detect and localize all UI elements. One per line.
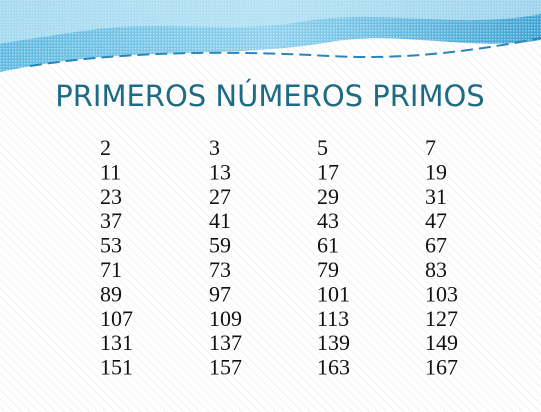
background [0, 0, 541, 412]
table-cell: 23 [100, 184, 122, 209]
table-cell: 73 [209, 257, 231, 282]
table-cell: 107 [100, 306, 133, 331]
table-cell: 89 [100, 281, 122, 306]
table-cell: 131 [100, 330, 133, 355]
table-cell: 19 [425, 159, 447, 184]
table-cell: 149 [425, 330, 458, 355]
table-cell: 7 [425, 135, 436, 160]
table-cell: 79 [317, 257, 339, 282]
table-cell: 47 [425, 208, 447, 233]
table-cell: 31 [425, 184, 447, 209]
table-cell: 167 [425, 355, 458, 380]
table-cell: 137 [209, 330, 242, 355]
table-cell: 71 [100, 257, 122, 282]
table-cell: 157 [209, 355, 242, 380]
table-cell: 29 [317, 184, 339, 209]
table-cell: 43 [317, 208, 339, 233]
table-cell: 139 [317, 330, 350, 355]
table-cell: 101 [317, 281, 350, 306]
page: {"header": {"title": "PRIMEROS NÚMEROS P… [0, 0, 541, 412]
table-cell: 113 [317, 306, 349, 331]
table-cell: 11 [100, 159, 121, 184]
table-cell: 97 [209, 281, 231, 306]
table-cell: 53 [100, 233, 122, 258]
table-cell: 83 [425, 257, 447, 282]
table-cell: 59 [209, 233, 231, 258]
table-cell: 127 [425, 306, 458, 331]
table-cell: 27 [209, 184, 231, 209]
table-cell: 5 [317, 135, 328, 160]
table-cell: 103 [425, 281, 458, 306]
table-cell: 67 [425, 233, 447, 258]
table-cell: 37 [100, 208, 122, 233]
table-cell: 163 [317, 355, 350, 380]
table-cell: 17 [317, 159, 339, 184]
table-cell: 61 [317, 233, 339, 258]
slide: PRIMEROS NÚMEROS PRIMOS 2357111317192327… [0, 0, 541, 412]
table-cell: 41 [209, 208, 231, 233]
slide-title: PRIMEROS NÚMEROS PRIMOS [55, 79, 484, 113]
table-cell: 13 [209, 159, 231, 184]
table-cell: 109 [209, 306, 242, 331]
table-cell: 151 [100, 355, 133, 380]
table-cell: 3 [209, 135, 220, 160]
table-cell: 2 [100, 135, 111, 160]
